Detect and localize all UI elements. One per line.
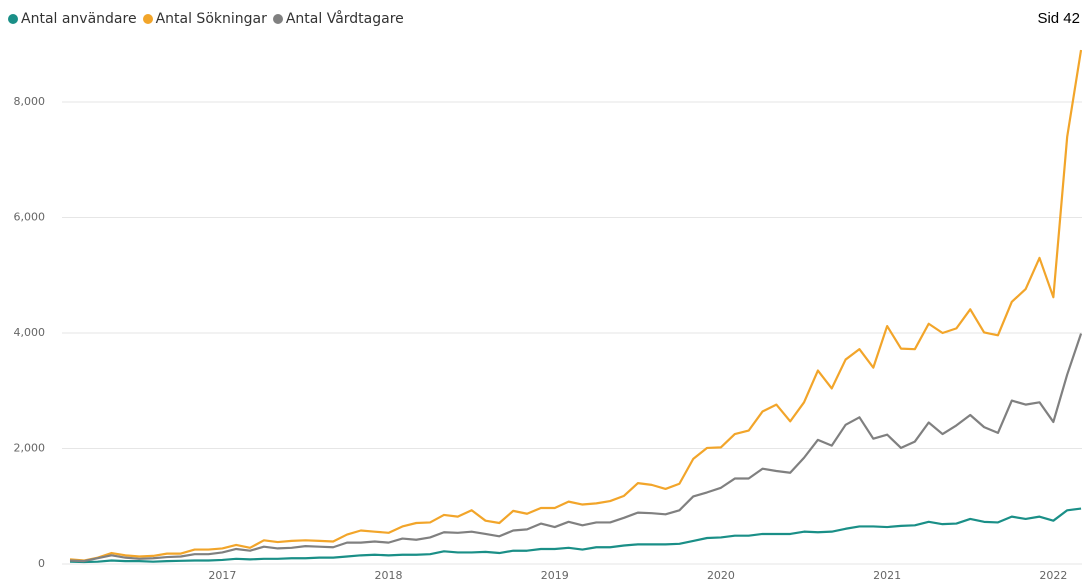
legend-marker [8,14,18,24]
y-tick-label: 0 [38,557,45,570]
y-tick-label: 4,000 [14,326,46,339]
legend-entry: Antal Sökningar [142,11,267,27]
legend-marker [142,14,153,24]
y-tick-label: 6,000 [14,211,46,224]
page-title: Sid 42 [1037,10,1080,27]
series-line [69,507,1082,564]
x-tick-label: 2020 [707,569,735,581]
y-tick-label: 8,000 [14,95,46,108]
series-line [69,333,1082,563]
legend-entry: Antal användare [8,11,137,27]
x-tick-label: 2019 [541,569,569,581]
x-tick-label: 2021 [873,569,901,581]
x-tick-label: 2017 [208,569,236,581]
x-tick-label: 2022 [1039,569,1067,581]
series-line [69,49,1082,562]
legend-label: Antal Vårdtagare [285,11,404,27]
x-tick-label: 2018 [375,569,403,581]
y-tick-label: 2,000 [14,442,46,455]
legend-entry: Antal Vårdtagare [272,11,404,27]
legend-marker [272,14,283,24]
legend-label: Antal användare [21,11,137,27]
legend-label: Antal Sökningar [155,11,267,27]
legend: Antal användare Antal Sökningar Antal Vård… [8,11,404,27]
